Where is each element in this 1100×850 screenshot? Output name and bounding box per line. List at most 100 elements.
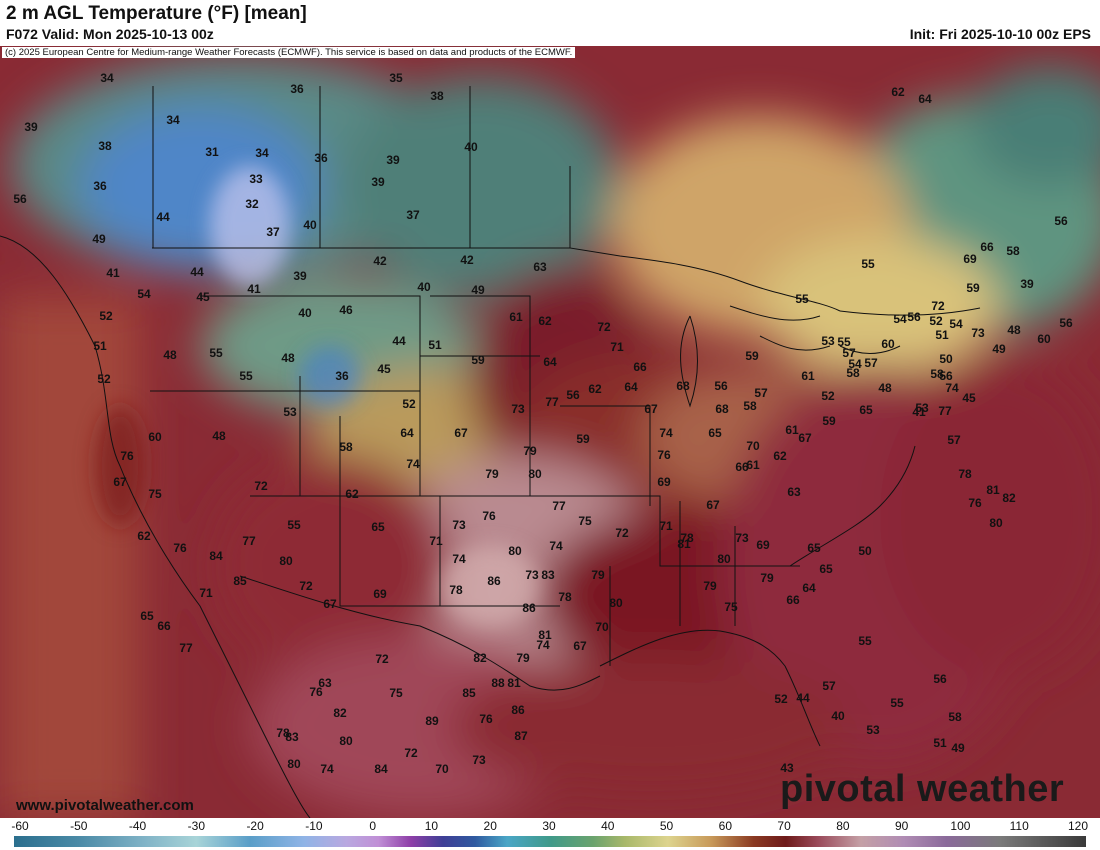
temperature-value: 59 bbox=[471, 353, 485, 367]
temperature-value: 43 bbox=[780, 761, 794, 775]
temperature-value: 63 bbox=[787, 485, 801, 499]
colorbar-tick: 80 bbox=[836, 819, 850, 833]
temperature-value: 40 bbox=[417, 280, 431, 294]
colorbar-tick: 120 bbox=[1067, 819, 1089, 833]
temperature-value: 64 bbox=[918, 92, 932, 106]
colorbar-tick: 0 bbox=[369, 819, 376, 833]
temperature-value: 65 bbox=[708, 426, 722, 440]
temperature-value: 78 bbox=[276, 726, 290, 740]
temperature-value: 74 bbox=[406, 457, 420, 471]
temperature-value: 37 bbox=[406, 208, 420, 222]
temperature-value: 48 bbox=[281, 351, 295, 365]
temperature-value: 70 bbox=[435, 762, 449, 776]
temperature-value: 58 bbox=[1006, 244, 1020, 258]
temperature-value: 68 bbox=[715, 402, 729, 416]
colorbar-tick: 30 bbox=[542, 819, 556, 833]
temperature-value: 73 bbox=[735, 531, 749, 545]
website-label: www.pivotalweather.com bbox=[16, 797, 194, 814]
temperature-value: 86 bbox=[487, 574, 501, 588]
temperature-value: 66 bbox=[980, 240, 994, 254]
temperature-value: 76 bbox=[968, 496, 982, 510]
temperature-value: 60 bbox=[148, 430, 162, 444]
temperature-value: 72 bbox=[404, 746, 418, 760]
temperature-value: 45 bbox=[377, 362, 391, 376]
temperature-value: 45 bbox=[962, 391, 976, 405]
temperature-value: 81 bbox=[986, 483, 1000, 497]
temperature-value: 87 bbox=[514, 729, 528, 743]
temperature-value: 81 bbox=[507, 676, 521, 690]
temperature-value: 80 bbox=[528, 467, 542, 481]
temperature-value: 55 bbox=[209, 346, 223, 360]
copyright-notice: (c) 2025 European Centre for Medium-rang… bbox=[2, 47, 576, 58]
colorbar-tick: 100 bbox=[950, 819, 971, 833]
temperature-value: 65 bbox=[859, 403, 873, 417]
temperature-value: 73 bbox=[472, 753, 486, 767]
temperature-value: 58 bbox=[743, 399, 757, 413]
temperature-value: 39 bbox=[1020, 277, 1034, 291]
temperature-value: 57 bbox=[822, 679, 836, 693]
temperature-value: 40 bbox=[303, 218, 317, 232]
temperature-value: 84 bbox=[374, 762, 388, 776]
colorbar-tick: 50 bbox=[659, 819, 674, 833]
temperature-value: 78 bbox=[558, 590, 572, 604]
temperature-value: 77 bbox=[179, 641, 193, 655]
temperature-value: 57 bbox=[947, 433, 961, 447]
colorbar-tick: 90 bbox=[894, 819, 909, 833]
temperature-value: 32 bbox=[245, 197, 259, 211]
temperature-value: 56 bbox=[939, 369, 953, 383]
temperature-value: 82 bbox=[473, 651, 487, 665]
temperature-value: 73 bbox=[525, 568, 539, 582]
temperature-value: 72 bbox=[597, 320, 611, 334]
temperature-value: 61 bbox=[509, 310, 523, 324]
temperature-value: 50 bbox=[939, 352, 953, 366]
temperature-value: 72 bbox=[615, 526, 629, 540]
temperature-value: 72 bbox=[299, 579, 313, 593]
temperature-value: 52 bbox=[821, 389, 835, 403]
temperature-value: 67 bbox=[798, 431, 812, 445]
temperature-value: 62 bbox=[773, 449, 787, 463]
colorbar-tick: 40 bbox=[601, 819, 615, 833]
temperature-value: 72 bbox=[254, 479, 268, 493]
temperature-value: 62 bbox=[345, 487, 359, 501]
temperature-value: 40 bbox=[298, 306, 312, 320]
temperature-value: 55 bbox=[890, 696, 904, 710]
temperature-value: 55 bbox=[795, 292, 809, 306]
temperature-value: 37 bbox=[266, 225, 280, 239]
temperature-value: 53 bbox=[915, 401, 929, 415]
temperature-value: 35 bbox=[389, 71, 403, 85]
temperature-value: 31 bbox=[205, 145, 219, 159]
temperature-value: 54 bbox=[848, 357, 862, 371]
temperature-value: 76 bbox=[309, 685, 323, 699]
temperature-value: 36 bbox=[314, 151, 328, 165]
temperature-value: 53 bbox=[283, 405, 297, 419]
temperature-value: 48 bbox=[1007, 323, 1021, 337]
temperature-value: 38 bbox=[430, 89, 444, 103]
temperature-value: 83 bbox=[541, 568, 555, 582]
temperature-value: 70 bbox=[746, 439, 760, 453]
temperature-value: 62 bbox=[588, 382, 602, 396]
temperature-value: 63 bbox=[533, 260, 547, 274]
temperature-value: 79 bbox=[703, 579, 717, 593]
temperature-value: 46 bbox=[339, 303, 353, 317]
temperature-value: 66 bbox=[633, 360, 647, 374]
temperature-value: 86 bbox=[522, 601, 536, 615]
temperature-value: 40 bbox=[464, 140, 478, 154]
temperature-value: 56 bbox=[1054, 214, 1068, 228]
temperature-value: 54 bbox=[949, 317, 963, 331]
temperature-value: 60 bbox=[881, 337, 895, 351]
temperature-value: 67 bbox=[644, 402, 658, 416]
temperature-value: 56 bbox=[1059, 316, 1073, 330]
temperature-value: 66 bbox=[786, 593, 800, 607]
temperature-value: 80 bbox=[609, 596, 623, 610]
temperature-value: 74 bbox=[659, 426, 673, 440]
temperature-value: 69 bbox=[756, 538, 770, 552]
colorbar-tick: 10 bbox=[424, 819, 439, 833]
temperature-map[interactable]: 34 35 36 38 39 34 38 31 34 33 36 32 36 39 56 44 37 40 39 37… bbox=[0, 46, 1100, 818]
temperature-value: 86 bbox=[511, 703, 525, 717]
temperature-value: 73 bbox=[452, 518, 466, 532]
temperature-value: 64 bbox=[543, 355, 557, 369]
temperature-value: 65 bbox=[819, 562, 833, 576]
temperature-value: 76 bbox=[479, 712, 493, 726]
temperature-value: 76 bbox=[482, 509, 496, 523]
temperature-value: 77 bbox=[552, 499, 566, 513]
